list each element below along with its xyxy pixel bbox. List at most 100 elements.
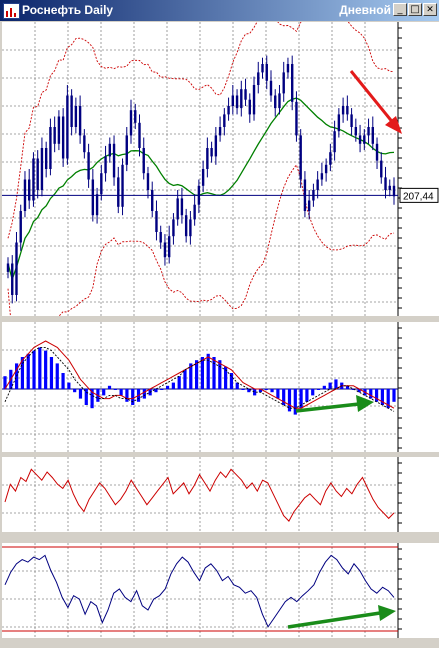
candle-body <box>6 263 10 272</box>
stochastic-axis <box>397 543 402 638</box>
macd-histogram-bar <box>142 389 146 399</box>
candle-body <box>265 64 268 81</box>
candle-body <box>108 143 112 157</box>
macd-signal-line <box>4 340 395 409</box>
candle-body <box>83 135 86 153</box>
candle-body <box>223 114 226 127</box>
candle-body <box>329 152 332 165</box>
candle-body <box>193 204 196 220</box>
macd-panel[interactable] <box>2 322 439 452</box>
macd-histogram-bar <box>154 389 158 393</box>
candle-body <box>95 194 99 216</box>
macd-histogram-bar <box>67 382 71 389</box>
rsi-panel[interactable] <box>2 457 439 532</box>
candle-body <box>11 263 14 295</box>
candle-body <box>392 185 396 197</box>
macd-histogram-bar <box>293 389 297 415</box>
candle-body <box>274 95 277 109</box>
macd-histogram-bar <box>171 382 175 389</box>
candlesticks <box>6 55 396 304</box>
candle-body <box>28 179 31 201</box>
macd-histogram-bar <box>392 389 396 402</box>
macd-histogram-bar <box>84 389 88 405</box>
candle-body <box>180 198 184 216</box>
macd-histogram-bar <box>3 376 7 389</box>
candle-body <box>235 95 239 109</box>
candle-body <box>206 148 209 169</box>
stochastic-panel[interactable] <box>2 543 439 638</box>
candle-body <box>341 106 345 115</box>
candle-body <box>112 143 116 178</box>
candle-body <box>78 106 82 136</box>
macd-histogram-bar <box>322 385 326 389</box>
candle-body <box>189 219 192 237</box>
price-axis <box>397 22 402 316</box>
candle-body <box>91 179 95 216</box>
candle-body <box>278 93 281 109</box>
candle-body <box>19 211 22 243</box>
macd-histogram-bar <box>253 389 257 396</box>
candle-body <box>299 135 302 180</box>
macd-histogram-bar <box>160 389 164 390</box>
candle-body <box>117 177 120 207</box>
candle-body <box>350 114 353 127</box>
macd-histogram-bar <box>102 389 106 396</box>
moving-average-line <box>7 97 395 282</box>
candle-body <box>257 72 260 85</box>
candle-body <box>286 64 290 73</box>
candle-body <box>346 106 349 115</box>
candle-body <box>172 219 175 237</box>
macd-histogram-bar <box>194 360 199 389</box>
macd-histogram-bar <box>334 379 338 389</box>
macd-histogram-bar <box>224 366 228 389</box>
candle-body <box>61 116 65 159</box>
macd-histogram-bar <box>183 369 187 389</box>
minimize-button[interactable]: _ <box>393 3 407 16</box>
macd-histogram-bar <box>316 389 321 390</box>
candle-body <box>201 169 205 186</box>
macd-histogram-bar <box>351 389 355 390</box>
candle-body <box>388 185 391 190</box>
candle-body <box>100 173 103 195</box>
candle-body <box>53 127 56 144</box>
title-bar[interactable]: Роснефть Daily Дневной _ □ ✕ <box>0 0 439 21</box>
macd-histogram-bar <box>282 389 286 405</box>
macd-histogram-bar <box>345 385 350 389</box>
macd-histogram-bar <box>235 382 239 389</box>
candle-body <box>210 148 213 157</box>
candle-body <box>218 127 222 136</box>
candle-body <box>269 80 273 96</box>
candle-body <box>184 215 188 237</box>
close-button[interactable]: ✕ <box>423 3 437 16</box>
macd-histogram-bar <box>49 357 54 389</box>
candle-body <box>324 164 328 174</box>
macd-histogram-bar <box>32 350 36 389</box>
candle-body <box>214 135 218 157</box>
candle-body <box>104 156 107 174</box>
rsi-axis <box>397 457 402 532</box>
price-panel[interactable]: 207,44 <box>2 22 439 316</box>
macd-histogram-bar <box>229 373 234 389</box>
candle-body <box>142 148 145 174</box>
stochastic-line <box>4 554 395 628</box>
candle-body <box>36 158 39 190</box>
candle-body <box>49 127 52 169</box>
last-price-tag <box>399 187 439 203</box>
stochastic-grid <box>2 543 398 638</box>
candle-body <box>337 114 341 132</box>
macd-histogram-bar <box>270 389 274 393</box>
candle-body <box>375 143 379 161</box>
candle-body <box>151 190 154 211</box>
maximize-button[interactable]: □ <box>408 3 422 16</box>
candle-body <box>40 148 44 190</box>
candle-body <box>363 135 366 144</box>
candle-body <box>316 179 319 190</box>
green-arrow-icon <box>287 605 396 629</box>
macd-histogram-bar <box>276 389 280 399</box>
candle-body <box>15 242 18 295</box>
candle-body <box>176 198 179 220</box>
candle-body <box>74 106 78 127</box>
candle-body <box>290 64 294 102</box>
macd-histogram-bar <box>78 389 83 399</box>
